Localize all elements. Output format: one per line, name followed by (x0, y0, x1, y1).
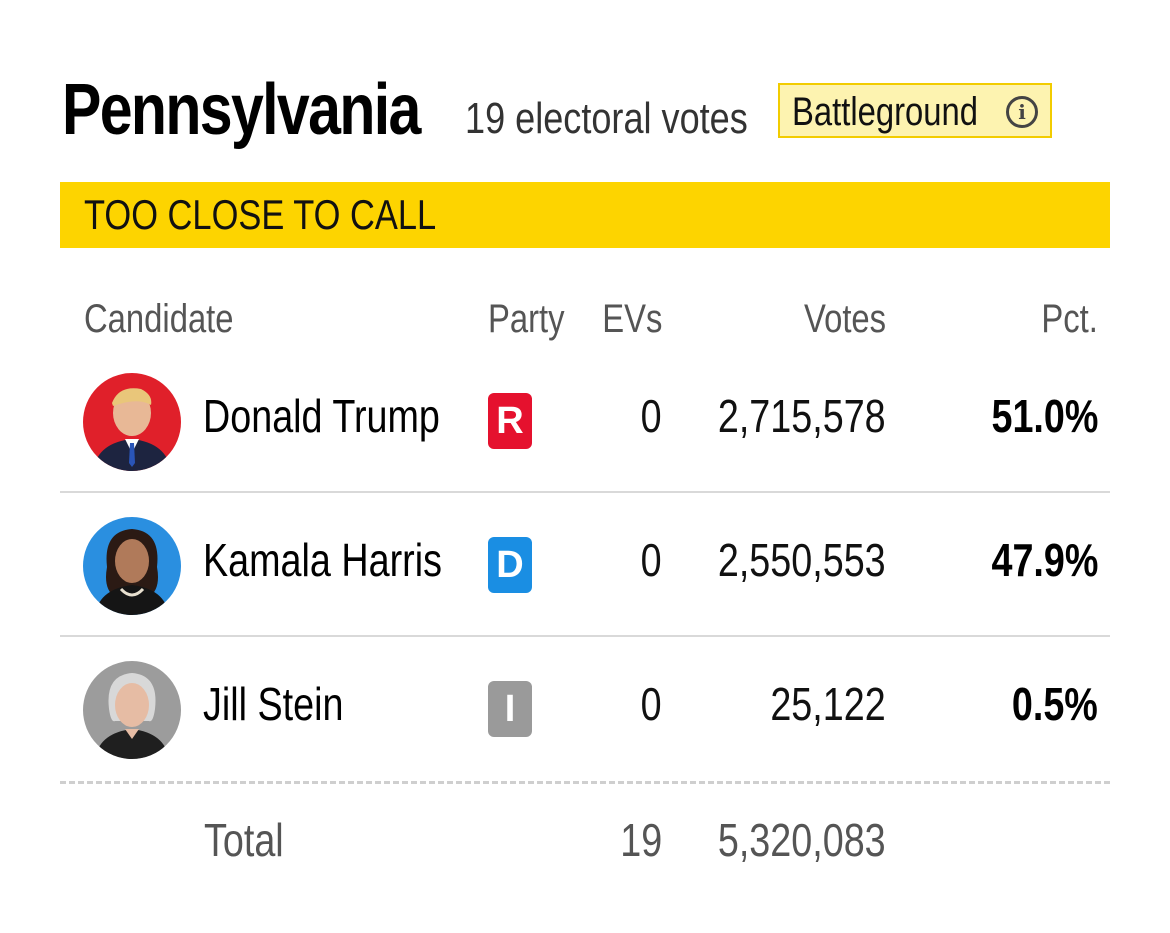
candidate-avatar (83, 661, 181, 759)
state-title: Pennsylvania (62, 70, 421, 150)
candidate-pct: 0.5% (1012, 678, 1098, 730)
candidate-evs: 0 (641, 390, 662, 442)
total-votes: 5,320,083 (718, 814, 886, 866)
battleground-badge[interactable]: Battleground i (778, 83, 1052, 138)
total-divider (60, 781, 1110, 784)
candidate-name: Kamala Harris (203, 534, 442, 586)
column-header-pct: Pct. (1041, 297, 1098, 341)
total-evs: 19 (620, 814, 662, 866)
info-icon[interactable]: i (1006, 96, 1038, 128)
party-badge: D (488, 537, 532, 593)
candidate-avatar (83, 373, 181, 471)
candidate-votes: 25,122 (770, 678, 886, 730)
total-label: Total (204, 814, 284, 866)
table-row: Jill Stein I 0 25,122 0.5% (60, 638, 1110, 781)
candidate-pct: 47.9% (991, 534, 1098, 586)
party-badge: R (488, 393, 532, 449)
race-status-bar: TOO CLOSE TO CALL (60, 182, 1110, 248)
candidate-evs: 0 (641, 534, 662, 586)
party-badge: I (488, 681, 532, 737)
candidate-evs: 0 (641, 678, 662, 730)
table-row: Kamala Harris D 0 2,550,553 47.9% (60, 494, 1110, 637)
candidate-votes: 2,550,553 (718, 534, 886, 586)
race-status-text: TOO CLOSE TO CALL (84, 191, 437, 238)
electoral-votes-label: 19 electoral votes (465, 94, 748, 143)
candidate-name: Jill Stein (203, 678, 344, 730)
candidate-pct: 51.0% (991, 390, 1098, 442)
battleground-badge-label: Battleground (792, 90, 979, 134)
column-header-evs: EVs (601, 297, 662, 341)
candidate-votes: 2,715,578 (718, 390, 886, 442)
table-row: Donald Trump R 0 2,715,578 51.0% (60, 350, 1110, 493)
column-header-party: Party (488, 297, 565, 341)
column-header-candidate: Candidate (84, 297, 234, 341)
row-divider (60, 491, 1110, 493)
column-header-votes: Votes (803, 297, 886, 341)
row-divider (60, 635, 1110, 637)
candidate-name: Donald Trump (203, 390, 440, 442)
race-header: Pennsylvania 19 electoral votes Battlegr… (62, 70, 1112, 150)
candidate-avatar (83, 517, 181, 615)
